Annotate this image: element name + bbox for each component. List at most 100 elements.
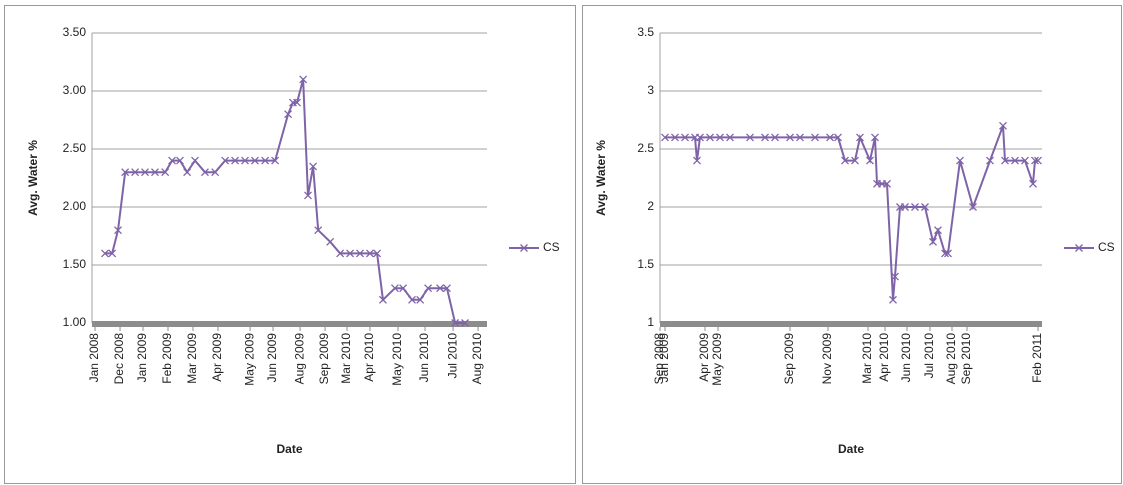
marker <box>191 156 199 165</box>
marker <box>671 133 679 142</box>
x-tick-label: Jan 2009 <box>657 333 671 383</box>
marker <box>261 156 270 165</box>
marker <box>1029 179 1037 188</box>
y-tick-label: 1 <box>647 315 654 329</box>
marker <box>796 133 804 142</box>
marker <box>346 249 355 258</box>
marker <box>911 203 919 211</box>
x-tick-label: Feb 2009 <box>160 333 174 384</box>
marker <box>986 156 994 165</box>
marker <box>356 249 364 258</box>
marker <box>399 284 408 293</box>
x-tick-label: Mar 2009 <box>185 333 199 384</box>
marker <box>284 110 293 119</box>
marker <box>1031 156 1039 165</box>
y-tick-label: 2 <box>647 199 654 213</box>
marker <box>1075 244 1083 252</box>
marker <box>373 249 382 258</box>
marker <box>176 156 184 165</box>
x-tick-label: May 2010 <box>390 333 404 386</box>
marker <box>326 237 335 246</box>
marker <box>161 168 170 177</box>
marker <box>891 272 899 281</box>
y-axis-title: Avg. Water % <box>594 140 608 216</box>
x-tick-label: Jun 2010 <box>899 333 913 383</box>
y-tick-label: 3 <box>647 83 654 97</box>
x-tick-label: May 2009 <box>710 333 724 386</box>
marker <box>121 168 130 177</box>
x-tick-label: Jan 2009 <box>135 333 149 383</box>
marker <box>211 168 220 177</box>
marker <box>241 156 249 165</box>
marker <box>293 98 301 107</box>
y-tick-label: 1.5 <box>637 257 654 271</box>
x-tick-label: Apr 2010 <box>877 333 891 382</box>
marker <box>309 162 318 171</box>
marker <box>314 226 323 235</box>
marker <box>883 179 891 188</box>
marker <box>151 168 159 177</box>
marker <box>771 133 779 142</box>
x-axis-title: Date <box>838 442 864 456</box>
x-tick-label: Jun 2010 <box>417 333 431 383</box>
marker <box>944 249 952 258</box>
x-tick-label: Jan 2008 <box>87 333 101 383</box>
marker <box>871 133 879 142</box>
marker <box>706 133 714 142</box>
marker <box>101 249 109 258</box>
marker <box>956 156 964 165</box>
marker <box>443 284 451 293</box>
marker <box>231 156 240 165</box>
x-tick-label: Sep 2010 <box>959 333 973 385</box>
x-axis <box>92 321 487 327</box>
marker <box>901 203 909 211</box>
marker <box>108 249 117 258</box>
marker <box>336 249 345 258</box>
legend-label: CS <box>543 240 560 254</box>
marker <box>114 226 122 235</box>
marker <box>746 133 754 142</box>
x-axis-title: Date <box>276 442 302 456</box>
marker <box>856 133 864 142</box>
marker <box>826 133 834 142</box>
marker <box>461 319 470 327</box>
marker <box>221 156 230 165</box>
marker <box>131 168 140 177</box>
y-tick-label: 2.5 <box>637 141 654 155</box>
marker <box>1021 156 1029 165</box>
marker <box>183 168 192 177</box>
marker <box>390 284 399 293</box>
marker <box>520 244 528 252</box>
x-axis <box>660 321 1042 327</box>
marker <box>929 237 937 246</box>
x-tick-label: Dec 2008 <box>112 333 126 385</box>
marker <box>866 156 874 165</box>
marker <box>365 249 374 258</box>
marker <box>436 284 445 293</box>
x-tick-label: Aug 2010 <box>944 333 958 385</box>
marker <box>451 319 460 327</box>
marker <box>141 168 150 177</box>
marker <box>201 168 209 177</box>
marker <box>889 295 897 304</box>
marker <box>1011 156 1019 165</box>
x-tick-label: Jul 2010 <box>922 333 936 379</box>
marker <box>378 295 387 304</box>
x-tick-label: May 2009 <box>242 333 256 386</box>
marker <box>811 133 819 142</box>
x-tick-label: Apr 2009 <box>210 333 224 382</box>
y-tick-label: 1.50 <box>63 257 87 271</box>
y-tick-label: 2.00 <box>63 199 87 213</box>
x-tick-label: Apr 2010 <box>362 333 376 382</box>
marker <box>786 133 794 142</box>
x-tick-label: Apr 2009 <box>697 333 711 382</box>
x-tick-label: Aug 2010 <box>470 333 484 385</box>
marker <box>726 133 734 142</box>
marker <box>416 295 425 304</box>
x-tick-label: Feb 2011 <box>1030 333 1044 383</box>
y-tick-label: 3.00 <box>63 83 87 97</box>
marker <box>168 156 177 165</box>
marker <box>408 295 416 304</box>
y-tick-label: 3.50 <box>63 25 87 39</box>
